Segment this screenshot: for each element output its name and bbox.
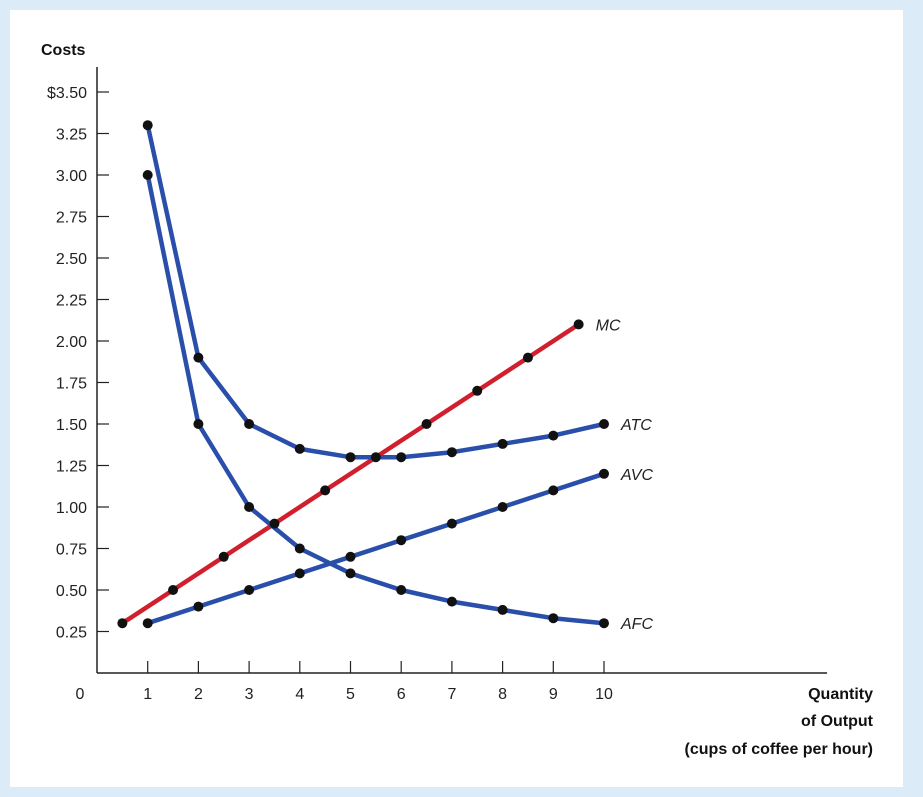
x-tick-label: 7 xyxy=(447,686,456,703)
data-point-afc xyxy=(193,419,204,429)
series-label-afc: AFC xyxy=(620,616,653,633)
y-tick-label: 1.00 xyxy=(56,500,87,517)
series-line-avc xyxy=(145,471,607,626)
data-point-avc xyxy=(142,618,153,629)
y-tick-label: 0.50 xyxy=(56,583,87,600)
series-label-atc: ATC xyxy=(620,417,652,434)
series-line-afc xyxy=(145,172,607,626)
data-point-avc xyxy=(548,485,559,496)
x-tick-label: 6 xyxy=(397,686,406,703)
plot-area: MC ATC AVC AFC xyxy=(117,120,653,633)
y-tick-label: 0.75 xyxy=(56,542,87,559)
data-point-mc xyxy=(370,452,381,463)
y-tick-label: $3.50 xyxy=(47,85,87,102)
x-tick-label: 1 xyxy=(143,686,152,703)
data-point-afc xyxy=(599,618,609,629)
data-point-atc xyxy=(446,447,457,458)
series-line-mc xyxy=(120,322,581,626)
x-tick-label: 8 xyxy=(498,686,507,703)
y-tick-label: 3.00 xyxy=(56,168,87,185)
data-point-avc xyxy=(294,568,305,579)
data-point-afc xyxy=(142,170,153,180)
data-point-atc xyxy=(396,452,407,463)
data-point-mc xyxy=(117,618,128,629)
data-point-mc xyxy=(421,419,432,429)
axes: 0.25 0.50 0.75 1.00 1.25 1.50 1.75 2.00 2.25 2.50… xyxy=(47,67,828,703)
y-tick-label: 1.25 xyxy=(56,459,87,476)
data-point-afc xyxy=(548,613,559,624)
data-point-mc xyxy=(269,518,280,529)
data-point-mc xyxy=(168,585,179,595)
y-tick-label: 2.75 xyxy=(56,210,87,227)
series-line-atc xyxy=(145,122,607,460)
data-point-atc xyxy=(294,443,305,454)
y-tick-label: 1.50 xyxy=(56,417,87,434)
y-tick-label: 0.25 xyxy=(56,625,87,642)
data-point-mc xyxy=(472,385,483,396)
data-point-mc xyxy=(218,551,229,562)
x-axis-title-line-3: (cups of coffee per hour) xyxy=(685,741,873,758)
data-point-mc xyxy=(573,319,584,330)
data-point-atc xyxy=(193,352,204,363)
y-tick-label: 2.50 xyxy=(56,251,87,268)
y-tick-label: 2.25 xyxy=(56,293,87,310)
data-point-mc xyxy=(320,485,331,496)
data-point-atc xyxy=(345,452,356,463)
data-point-afc xyxy=(446,596,457,607)
x-tick-label: 4 xyxy=(295,686,304,703)
data-point-afc xyxy=(244,502,255,512)
data-point-afc xyxy=(497,604,508,615)
series-label-avc: AVC xyxy=(620,467,653,484)
x-tick-label: 9 xyxy=(549,686,558,703)
chart-panel: Costs 0 Quantity of Output (cups of coff… xyxy=(10,10,903,787)
data-point-afc xyxy=(345,568,356,579)
y-tick-label: 2.00 xyxy=(56,334,87,351)
data-point-avc xyxy=(497,502,508,512)
cost-curves-chart: Costs 0 Quantity of Output (cups of coff… xyxy=(41,42,874,758)
y-axis-title: Costs xyxy=(41,42,86,59)
data-point-atc xyxy=(599,419,609,429)
data-point-atc xyxy=(497,438,508,449)
data-point-afc xyxy=(294,543,305,554)
x-tick-label: 2 xyxy=(194,686,203,703)
x-axis-title-line-2: of Output xyxy=(801,713,874,730)
series-label-mc: MC xyxy=(596,317,621,334)
data-point-avc xyxy=(396,535,407,546)
x-axis-title-line-1: Quantity xyxy=(808,686,873,703)
data-point-mc xyxy=(522,352,533,363)
data-point-atc xyxy=(244,419,255,429)
data-point-avc xyxy=(345,551,356,562)
x-tick-label: 5 xyxy=(346,686,355,703)
data-point-avc xyxy=(244,585,255,595)
x-tick-label: 10 xyxy=(595,686,613,703)
data-point-atc xyxy=(142,120,153,131)
data-point-avc xyxy=(446,518,457,529)
data-point-avc xyxy=(193,601,204,612)
origin-label: 0 xyxy=(76,686,85,703)
data-point-avc xyxy=(599,468,609,479)
data-point-atc xyxy=(548,430,559,441)
y-tick-label: 3.25 xyxy=(56,127,87,144)
x-tick-label: 3 xyxy=(245,686,254,703)
y-tick-label: 1.75 xyxy=(56,376,87,393)
data-point-afc xyxy=(396,585,407,595)
